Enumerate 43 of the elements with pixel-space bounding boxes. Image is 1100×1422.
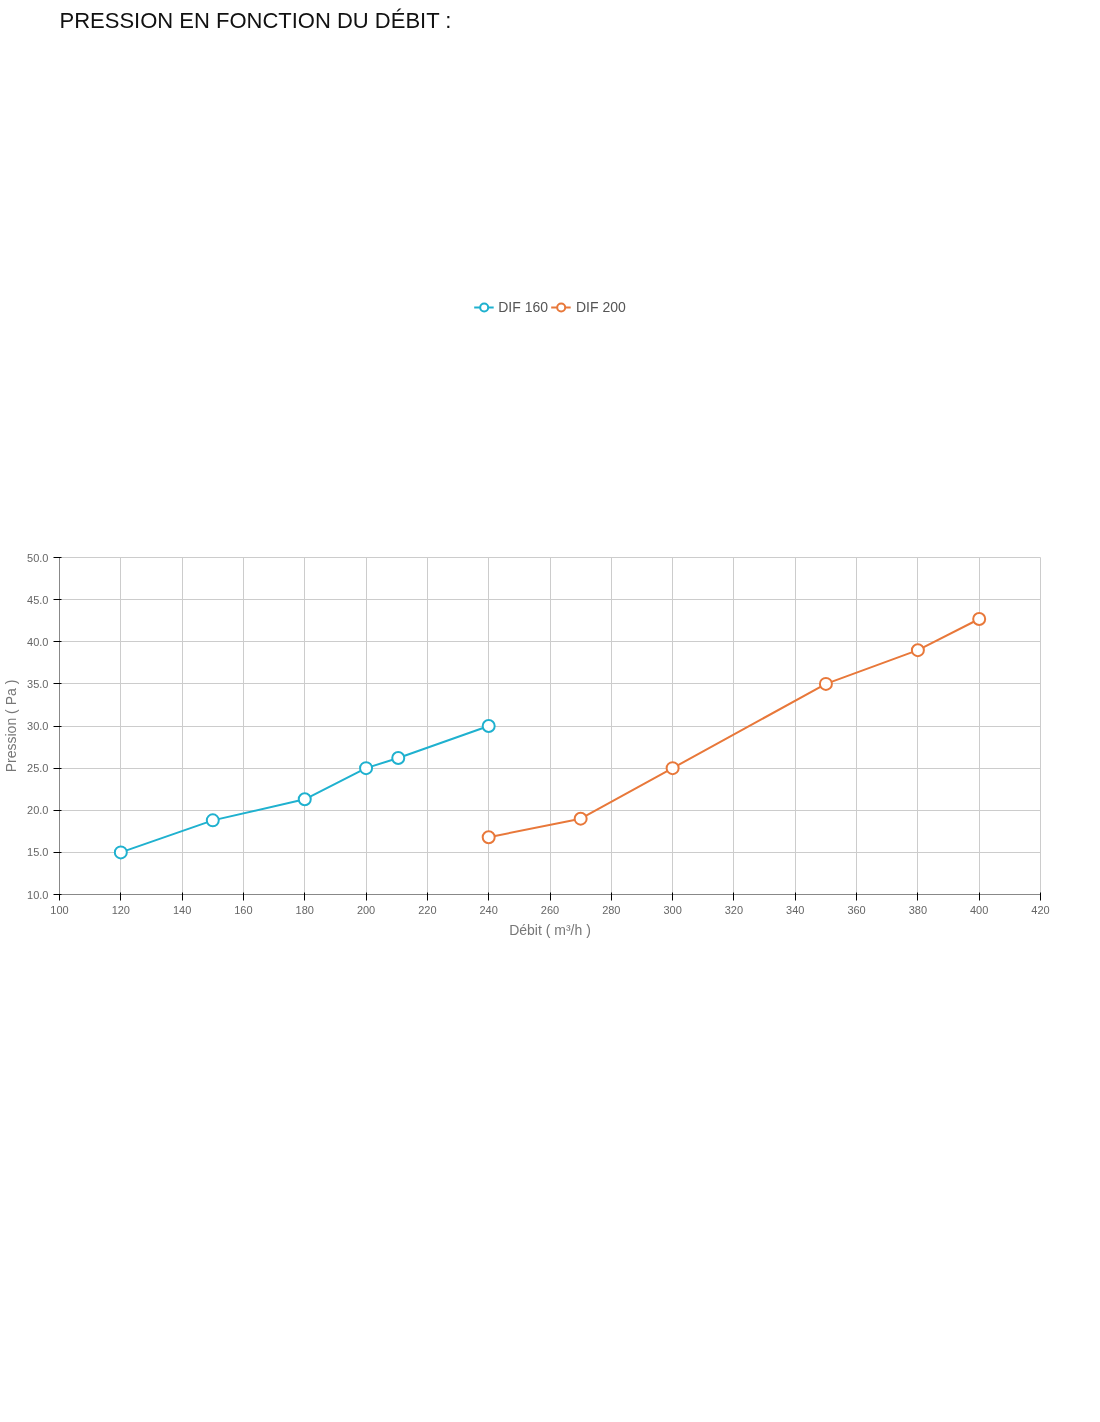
- x-tick-label: 140: [172, 903, 192, 916]
- point: [818, 676, 833, 691]
- x-tick-label: 260: [540, 903, 560, 916]
- point: [205, 813, 220, 828]
- x-tick-label: 180: [295, 903, 314, 916]
- x-tick-label: 200: [356, 903, 376, 916]
- y-tick-label: 10.0: [27, 888, 49, 901]
- y-tick-label: 30.0: [27, 720, 49, 732]
- y-axis-title: Pression ( Pa ): [3, 679, 20, 773]
- point: [573, 811, 588, 826]
- x-tick-label: 240: [479, 903, 498, 916]
- point: [910, 643, 925, 658]
- x-tick-label: 100: [50, 903, 69, 916]
- y-tick-label: 40.0: [27, 635, 49, 648]
- chart-title: PRESSION EN FONCTION DU DÉBIT :: [59, 7, 452, 33]
- x-tick-label: 220: [418, 903, 437, 916]
- point: [972, 612, 987, 626]
- x-tick-label: 280: [602, 903, 621, 916]
- x-tick-label: 360: [847, 903, 866, 916]
- y-tick-label: 25.0: [27, 762, 49, 775]
- point: [481, 719, 496, 733]
- x-tick-label: 320: [724, 903, 744, 916]
- point: [359, 761, 374, 776]
- y-tick-label: 35.0: [27, 677, 49, 690]
- legend-label: DIF 160: [498, 299, 548, 315]
- y-tick-label: 15.0: [27, 846, 49, 859]
- y-tick-label: 20.0: [27, 804, 49, 817]
- y-tick-label: 50.0: [27, 551, 49, 564]
- point: [391, 751, 406, 765]
- x-axis-title: Débit ( m³/h ): [509, 921, 591, 938]
- x-tick-label: 340: [786, 903, 805, 916]
- point: [297, 792, 312, 807]
- x-tick-label: 160: [234, 903, 253, 916]
- x-tick-label: 420: [1031, 903, 1050, 916]
- legend-label: DIF 200: [576, 299, 626, 315]
- x-tick-label: 120: [111, 903, 130, 916]
- point: [665, 761, 680, 776]
- point: [113, 845, 128, 860]
- x-tick-label: 380: [908, 903, 928, 916]
- x-tick-label: 300: [663, 903, 682, 916]
- y-tick-label: 45.0: [27, 593, 49, 606]
- x-tick-label: 400: [970, 903, 989, 916]
- point: [481, 830, 496, 845]
